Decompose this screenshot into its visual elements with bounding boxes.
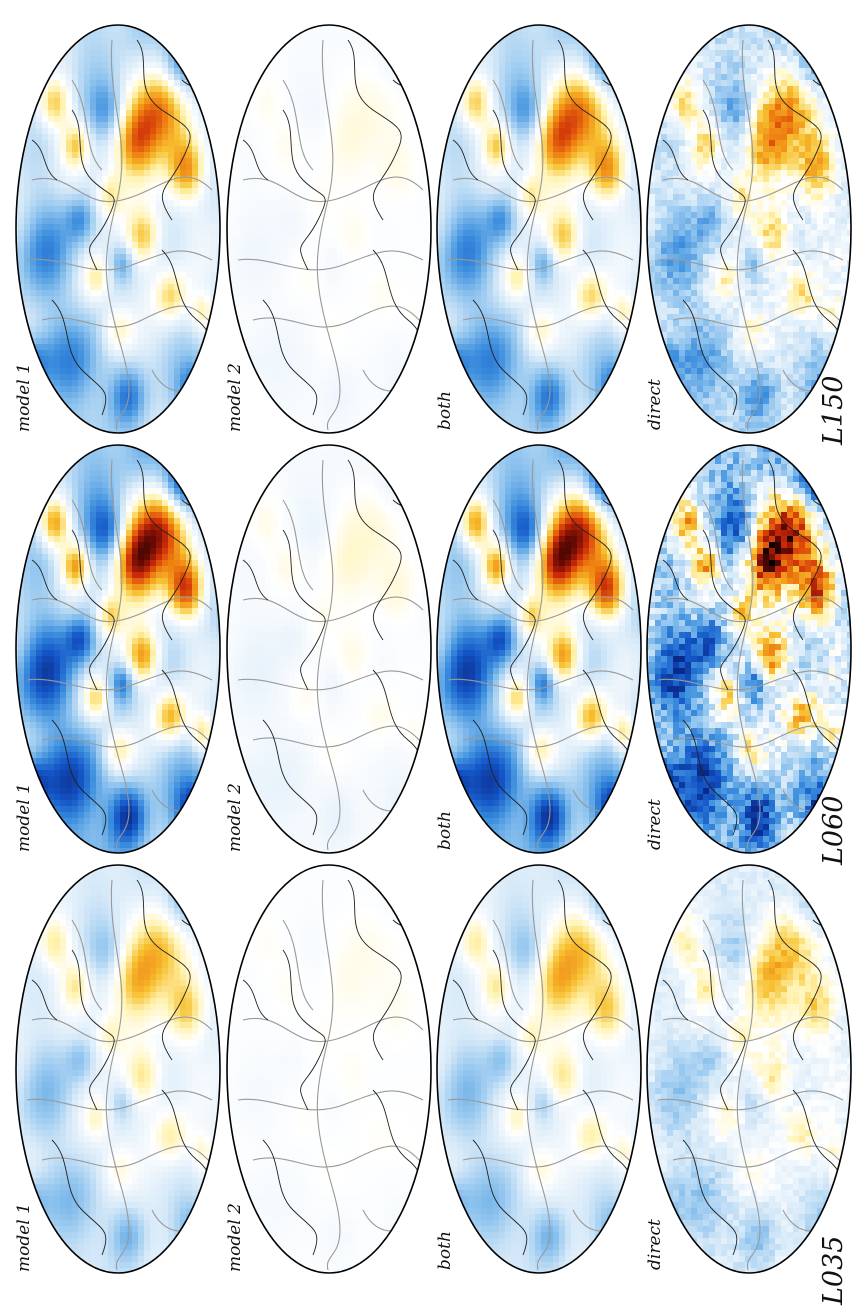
panel-label-both: both	[435, 391, 455, 430]
globe-outline	[646, 24, 852, 434]
map-panel-l060-direct: direct	[643, 20, 853, 438]
velocity-anomaly-map	[15, 444, 221, 854]
globe-outline	[646, 864, 852, 1274]
anomaly-field	[437, 445, 641, 853]
map-panel-l035-direct: direct	[643, 440, 853, 858]
anomaly-field	[227, 865, 431, 1273]
plate-boundaries	[26, 459, 218, 851]
map-panel-l060-both: both	[433, 20, 645, 438]
velocity-anomaly-map	[646, 444, 852, 854]
plate-boundaries	[447, 39, 639, 431]
velocity-anomaly-map	[15, 24, 221, 434]
globe-outline	[226, 444, 432, 854]
panel-label-direct: direct	[645, 799, 665, 850]
velocity-anomaly-map	[226, 444, 432, 854]
anomaly-field	[647, 865, 851, 1273]
map-panel-l035-model2: model 2	[223, 440, 435, 858]
panel-label-direct: direct	[645, 1219, 665, 1270]
map-panel-l150-model2: model 2	[223, 860, 435, 1278]
globe-outline	[436, 864, 642, 1274]
row-label-l150: L150	[818, 376, 849, 445]
anomaly-field	[16, 445, 220, 853]
anomaly-field	[16, 865, 220, 1273]
map-panel-l060-model1: model 1	[12, 20, 224, 438]
panel-label-model2: model 2	[225, 363, 245, 432]
plate-boundaries	[237, 879, 429, 1271]
panel-label-model1: model 1	[14, 1203, 34, 1272]
velocity-anomaly-map	[226, 24, 432, 434]
globe-outline	[226, 864, 432, 1274]
velocity-anomaly-map	[226, 864, 432, 1274]
row-label-l060: L060	[818, 796, 849, 865]
map-panel-l060-model2: model 2	[223, 20, 435, 438]
velocity-anomaly-map	[15, 864, 221, 1274]
plate-boundaries	[447, 459, 639, 851]
map-panel-l035-model1: model 1	[12, 440, 224, 858]
panel-label-model2: model 2	[225, 783, 245, 852]
plate-boundaries	[657, 879, 849, 1271]
panel-label-direct: direct	[645, 379, 665, 430]
anomaly-field	[227, 445, 431, 853]
globe-outline	[436, 24, 642, 434]
panel-label-both: both	[435, 1231, 455, 1270]
map-panel-l150-direct: direct	[643, 860, 853, 1278]
velocity-anomaly-map	[436, 864, 642, 1274]
map-panel-l150-both: both	[433, 860, 645, 1278]
panel-label-model1: model 1	[14, 783, 34, 852]
globe-outline	[15, 864, 221, 1274]
globe-outline	[15, 24, 221, 434]
globe-outline	[15, 444, 221, 854]
plate-boundaries	[26, 39, 218, 431]
anomaly-field	[647, 25, 851, 433]
panel-label-both: both	[435, 811, 455, 850]
coastlines	[242, 459, 422, 836]
panel-label-model2: model 2	[225, 1203, 245, 1272]
globe-outline	[226, 24, 432, 434]
anomaly-field	[16, 25, 220, 433]
plate-boundaries	[237, 39, 429, 431]
velocity-anomaly-map	[646, 24, 852, 434]
anomaly-field	[227, 25, 431, 433]
map-panel-l150-model1: model 1	[12, 860, 224, 1278]
anomaly-field	[437, 25, 641, 433]
globe-outline	[646, 444, 852, 854]
plate-boundaries	[447, 879, 639, 1271]
anomaly-field	[647, 445, 851, 853]
globe-outline	[436, 444, 642, 854]
velocity-anomaly-map	[436, 444, 642, 854]
anomaly-field	[437, 865, 641, 1273]
velocity-anomaly-map	[436, 24, 642, 434]
map-panel-l035-both: both	[433, 440, 645, 858]
panel-label-model1: model 1	[14, 363, 34, 432]
velocity-anomaly-map	[646, 864, 852, 1274]
plate-boundaries	[657, 39, 849, 431]
